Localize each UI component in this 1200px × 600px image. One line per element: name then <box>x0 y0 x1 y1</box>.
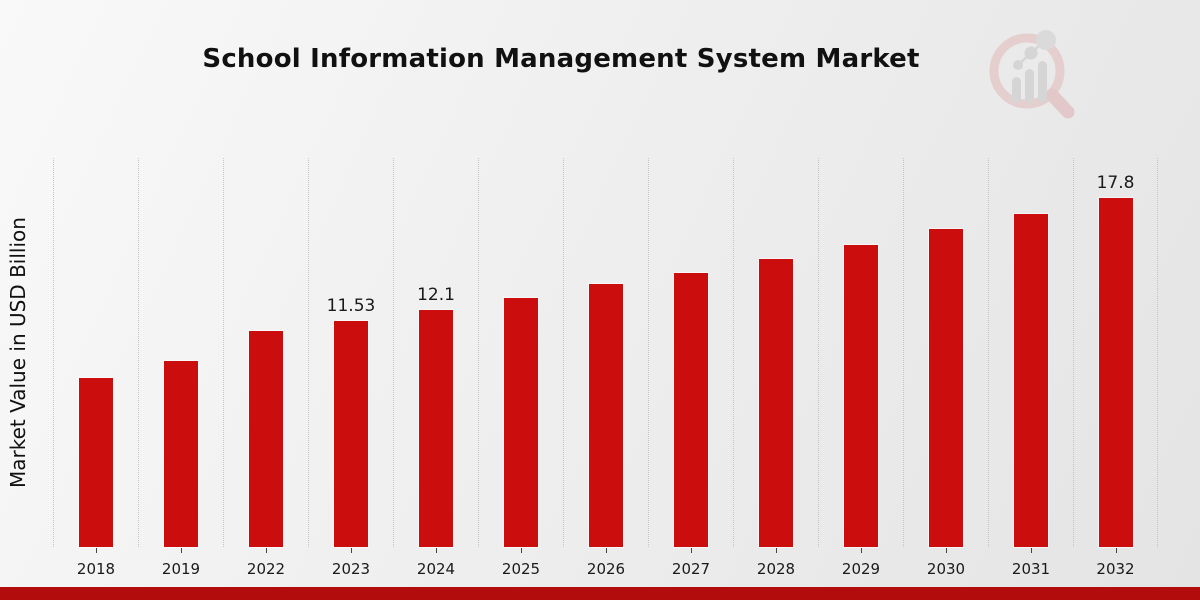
x-axis-tick <box>691 548 692 553</box>
bar-cell: 2018 <box>53 158 138 578</box>
x-axis-tick <box>266 548 267 553</box>
bar-cell: 12.1 2024 <box>393 158 478 578</box>
bar-cell: 2019 <box>138 158 223 578</box>
x-axis-tick-label: 2019 <box>161 560 201 578</box>
bar-2019 <box>164 360 198 547</box>
x-axis-tick-label: 2022 <box>246 560 286 578</box>
y-axis-label: Market Value in USD Billion <box>6 217 30 489</box>
x-axis-tick <box>1115 548 1117 553</box>
x-axis-tick-label: 2029 <box>841 560 881 578</box>
bar-2029 <box>844 245 878 547</box>
bar-cell: 2027 <box>648 158 733 578</box>
bar-2025 <box>504 298 538 547</box>
x-axis-tick-label: 2030 <box>926 560 966 578</box>
bar-cell: 2028 <box>733 158 818 578</box>
x-axis-tick <box>436 548 437 553</box>
x-axis-tick <box>521 548 522 553</box>
bar-2023 <box>334 320 368 547</box>
chart-title: School Information Management System Mar… <box>202 44 920 74</box>
footer-accent-bar <box>0 587 1200 600</box>
x-axis-tick-label: 2023 <box>331 560 371 578</box>
x-axis-tick <box>946 548 947 553</box>
bar-2028 <box>759 258 793 547</box>
bar-cell: 2026 <box>563 158 648 578</box>
bar-2018 <box>79 378 113 547</box>
bar-cell: 2031 <box>988 158 1073 578</box>
bar-cell: 2022 <box>223 158 308 578</box>
bar-cell: 11.53 2023 <box>308 158 393 578</box>
x-axis-tick <box>351 548 352 553</box>
x-axis-tick-label: 2027 <box>671 560 711 578</box>
x-axis-tick-label: 2026 <box>586 560 626 578</box>
bar-cell: 2030 <box>903 158 988 578</box>
bar-2024 <box>419 309 453 547</box>
bar-value-label: 12.1 <box>417 284 455 305</box>
bar-2022 <box>249 331 283 547</box>
plot-area: 2018 2019 2022 11.53 2023 12.1 2024 2025 2026 202… <box>53 158 1158 578</box>
x-axis-tick-label: 2024 <box>416 560 456 578</box>
x-axis-tick-label: 2025 <box>501 560 541 578</box>
bar-2032 <box>1098 198 1133 547</box>
x-axis-tick <box>1031 548 1032 553</box>
x-axis-tick-label: 2031 <box>1011 560 1051 578</box>
x-axis-tick-label: 2018 <box>76 560 116 578</box>
bar-value-label: 17.8 <box>1096 173 1135 193</box>
x-axis-tick <box>96 548 97 553</box>
bar-value-label: 11.53 <box>326 295 376 316</box>
x-axis-tick <box>861 548 862 553</box>
magnifier-bar-chart-logo-icon <box>989 30 1075 119</box>
bar-cell: 2029 <box>818 158 903 578</box>
bar-2027 <box>674 272 708 547</box>
bar-2030 <box>929 229 963 547</box>
bar-cell: 2025 <box>478 158 563 578</box>
x-axis-tick <box>181 548 182 553</box>
x-axis-tick <box>606 548 607 553</box>
bar-2031 <box>1014 213 1048 547</box>
x-axis-tick <box>776 548 777 553</box>
bar-2026 <box>589 284 623 547</box>
x-axis-tick-label: 2028 <box>756 560 796 578</box>
x-axis-tick-label: 2032 <box>1096 560 1135 578</box>
bar-cell: 17.8 2032 <box>1073 158 1158 578</box>
